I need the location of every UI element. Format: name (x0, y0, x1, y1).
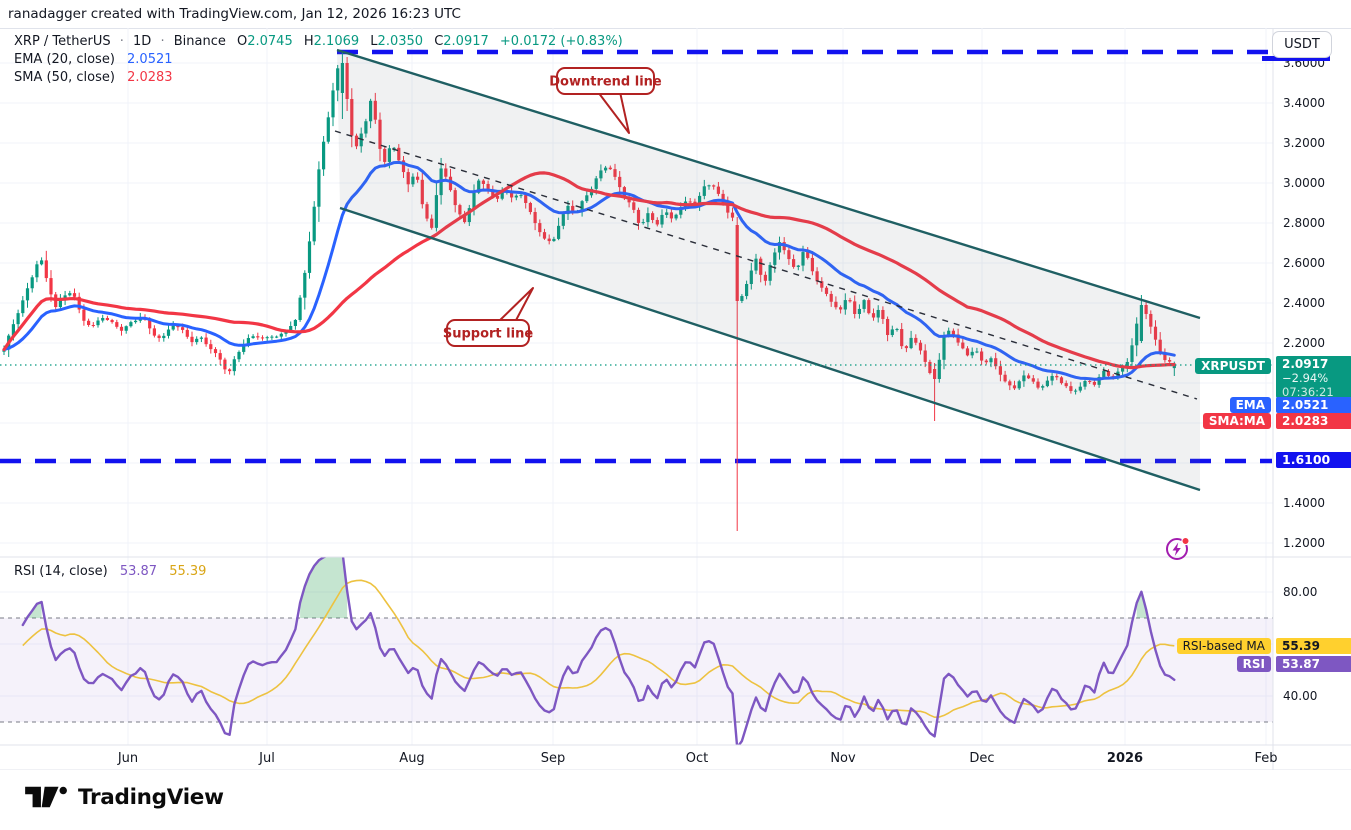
symbol-change-value: −2.94% (1282, 371, 1329, 385)
downtrend-line[interactable] (336, 48, 1201, 320)
symbol-price-value: 2.0917 (1282, 357, 1329, 371)
bar-countdown: 07:36:21 (1282, 385, 1334, 399)
ema-name: EMA (20, close) (14, 52, 115, 67)
sma-value: 2.0283 (127, 70, 173, 85)
support-level-badge: 1.6100 (1276, 452, 1351, 468)
ema20-line[interactable] (2, 160, 1176, 381)
downtrend-channel[interactable] (334, 48, 1201, 492)
svg-text:Downtrend line: Downtrend line (549, 75, 662, 90)
svg-text:2.2000: 2.2000 (1283, 336, 1325, 350)
chart-canvas[interactable]: 3.60003.40003.20003.00002.80002.60002.40… (0, 28, 1351, 770)
brand-text: TradingView (78, 784, 224, 810)
high-label: H (303, 34, 314, 49)
attribution-text: ranadagger created with TradingView.com,… (8, 6, 461, 22)
interval-label: 1D (133, 34, 152, 49)
downtrend-callout[interactable]: Downtrend line (549, 67, 662, 134)
low-label: L (370, 34, 378, 49)
candles-layer[interactable] (2, 51, 1176, 531)
svg-text:Nov: Nov (830, 751, 856, 766)
svg-text:2.4000: 2.4000 (1283, 296, 1325, 310)
symbol-price-badge: 2.0917 −2.94% 07:36:21 (1276, 356, 1351, 399)
sma-tag: SMA:MA (1202, 413, 1271, 429)
exchange-label: Binance (173, 34, 226, 49)
svg-text:Jun: Jun (117, 751, 138, 766)
tradingview-logo: TradingView (25, 784, 224, 810)
svg-text:1.2000: 1.2000 (1283, 536, 1325, 550)
svg-text:2.8000: 2.8000 (1283, 216, 1325, 230)
change-value: +0.0172 (+0.83%) (499, 34, 623, 49)
rsi-line[interactable] (21, 552, 1176, 748)
sma-name: SMA (50, close) (14, 70, 115, 85)
svg-text:2.6000: 2.6000 (1283, 256, 1325, 270)
rsi-legend-row[interactable]: RSI (14, close) 53.87 55.39 (14, 564, 206, 579)
rsi-overbought-fill (300, 557, 348, 618)
svg-text:Feb: Feb (1254, 751, 1277, 766)
sma-legend-row[interactable]: SMA (50, close) 2.0283 (14, 70, 173, 85)
svg-text:3.2000: 3.2000 (1283, 136, 1325, 150)
low-value: 2.0350 (377, 34, 424, 49)
notification-dot (1181, 536, 1190, 546)
svg-text:3.0000: 3.0000 (1283, 176, 1325, 190)
svg-text:40.00: 40.00 (1283, 689, 1317, 703)
rsi-ma-tag: RSI-based MA (1176, 638, 1271, 654)
horizontal-levels[interactable] (0, 49, 1272, 464)
svg-text:Support line: Support line (443, 327, 533, 342)
sma50-line[interactable] (2, 171, 1176, 370)
svg-text:Aug: Aug (399, 751, 424, 766)
tradingview-mark-icon (25, 786, 67, 808)
svg-text:1.4000: 1.4000 (1283, 496, 1325, 510)
rsi-band (0, 618, 1273, 722)
rsi-badge: 53.87 (1276, 656, 1351, 672)
support-callout[interactable]: Support line (443, 287, 534, 347)
high-value: 2.1069 (313, 34, 360, 49)
svg-text:Sep: Sep (541, 751, 566, 766)
svg-text:80.00: 80.00 (1283, 585, 1317, 599)
pane-separators (0, 28, 1351, 770)
resistance-label-strip (1262, 56, 1330, 61)
svg-text:Dec: Dec (969, 751, 994, 766)
symbol-title: XRP / TetherUS (14, 34, 111, 49)
rsi-ma-badge: 55.39 (1276, 638, 1351, 654)
svg-text:Jul: Jul (258, 751, 275, 766)
ema-price-badge: 2.0521 (1276, 397, 1351, 413)
symbol-price-tag: XRPUSDT (1195, 358, 1271, 374)
rsi-name: RSI (14, close) (14, 564, 108, 579)
channel-support-line[interactable] (339, 206, 1201, 492)
svg-text:3.4000: 3.4000 (1283, 96, 1325, 110)
time-axis[interactable]: Jun Jul Aug Sep Oct Nov Dec 2026 Feb (117, 751, 1278, 766)
rsi-ma-value-legend: 55.39 (169, 564, 207, 579)
currency-button[interactable]: USDT (1272, 31, 1332, 58)
close-value: 2.0917 (443, 34, 489, 49)
ema-value: 2.0521 (127, 52, 173, 67)
ema-legend-row[interactable]: EMA (20, close) 2.0521 (14, 52, 173, 67)
lightning-bolt-icon (1172, 542, 1181, 556)
rsi-tag: RSI (1236, 656, 1271, 672)
widget-top-border (0, 28, 1351, 29)
svg-text:2026: 2026 (1107, 751, 1143, 766)
rsi-pane[interactable] (0, 552, 1273, 748)
symbol-legend-row[interactable]: XRP / TetherUS · 1D · Binance O2.0745 H2… (14, 34, 623, 49)
ema-tag: EMA (1229, 397, 1271, 413)
svg-text:Oct: Oct (686, 751, 708, 766)
sma-price-badge: 2.0283 (1276, 413, 1351, 429)
rsi-value-legend: 53.87 (119, 564, 158, 579)
flash-events-icon[interactable] (1162, 534, 1192, 564)
close-label: C (434, 34, 444, 49)
open-label: O (237, 34, 248, 49)
open-value: 2.0745 (247, 34, 293, 49)
